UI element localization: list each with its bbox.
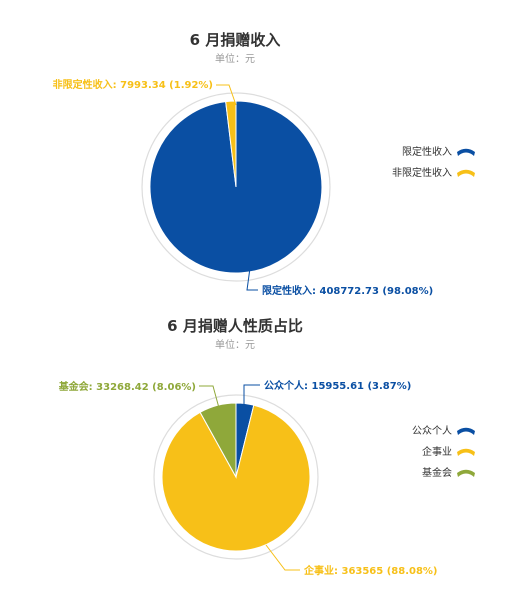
legend-label: 非限定性收入 bbox=[392, 166, 452, 179]
chart-subtitle: 单位：元 bbox=[215, 338, 255, 351]
legend-label: 限定性收入 bbox=[402, 145, 452, 158]
data-labels: 公众个人: 15955.61 (3.87%) 企事业: 363565 (88.08… bbox=[58, 379, 438, 577]
pie bbox=[161, 402, 311, 552]
label-leader-line bbox=[246, 267, 258, 291]
slice-data-label: 公众个人: 15955.61 (3.87%) bbox=[264, 379, 411, 392]
slice-data-label: 非限定性收入: 7993.34 (1.92%) bbox=[53, 78, 213, 91]
pie-slice-2[interactable] bbox=[225, 100, 237, 188]
legend-marker-icon[interactable] bbox=[457, 148, 475, 156]
legend-marker-icon[interactable] bbox=[457, 469, 475, 477]
pie-slice-2[interactable] bbox=[161, 404, 311, 552]
pie bbox=[149, 100, 323, 274]
slice-data-label: 基金会: 33268.42 (8.06%) bbox=[58, 380, 196, 393]
label-leader-line bbox=[199, 385, 220, 409]
data-labels: 限定性收入: 408772.73 (98.08%) 非限定性收入: 7993.34… bbox=[53, 78, 434, 297]
slice-data-label: 限定性收入: 408772.73 (98.08%) bbox=[262, 284, 433, 297]
chart-title: 6 月捐赠收入 bbox=[190, 31, 281, 49]
legend-marker-icon[interactable] bbox=[457, 169, 475, 177]
legend-label: 基金会 bbox=[422, 466, 452, 479]
label-leader-line bbox=[216, 84, 237, 106]
donation-income-chart: 6 月捐赠收入 单位：元 限定性收入: 408772.73 (98.08%) 非限… bbox=[53, 31, 475, 297]
legend-label: 企事业 bbox=[422, 445, 452, 458]
legend-label: 公众个人 bbox=[412, 425, 452, 437]
label-leader-line bbox=[265, 544, 300, 571]
donor-type-chart: 6 月捐赠人性质占比 单位：元 公众个人: 15955.61 (3.87%) 企事… bbox=[58, 317, 475, 577]
chart-title: 6 月捐赠人性质占比 bbox=[167, 317, 303, 335]
legend-marker-icon[interactable] bbox=[457, 427, 475, 435]
pie-outer-ring bbox=[153, 394, 319, 560]
chart-subtitle: 单位：元 bbox=[215, 52, 255, 65]
slice-data-label: 企事业: 363565 (88.08%) bbox=[303, 564, 438, 577]
pie-slice-3[interactable] bbox=[199, 402, 237, 479]
pie-outer-ring bbox=[141, 92, 331, 282]
legend-marker-icon[interactable] bbox=[457, 448, 475, 456]
label-leader-line bbox=[243, 384, 260, 405]
